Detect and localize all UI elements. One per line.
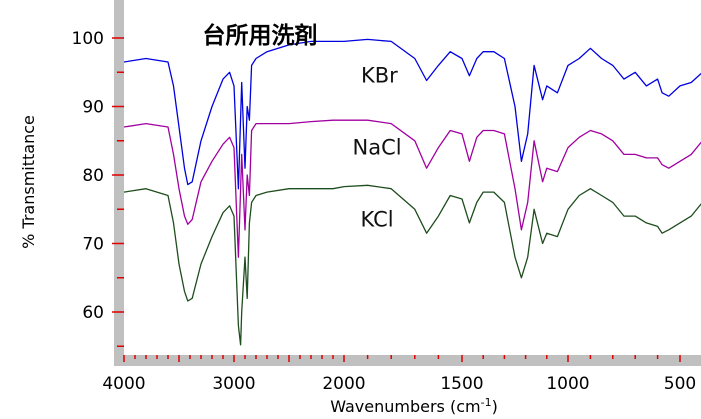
x-axis-title: Wavenumbers (cm-1) [330,396,498,416]
x-axis-title-superscript: -1 [481,396,492,409]
chart-title: 台所用洗剤 [203,22,318,49]
series-line-kbr [123,38,701,190]
y-tick-label: 100 [72,29,104,49]
series-line-kcl [123,184,701,346]
series-line-nacl [123,119,701,258]
series-label-layer: KBr NaCl KCl [353,64,402,232]
y-tick-label: 80 [82,166,104,186]
series-label-nacl: NaCl [353,135,402,159]
series-layer [123,38,701,346]
x-tick-label: 1500 [440,374,483,394]
x-tick-label: 1000 [546,374,589,394]
y-axis-title: % Transmittance [19,115,38,249]
series-label-kcl: KCl [360,207,393,231]
x-tick-label: 500 [664,374,696,394]
y-axis-bar [114,0,124,358]
x-tick-label: 2000 [322,374,365,394]
series-label-kbr: KBr [361,64,398,88]
x-axis-title-suffix: ) [492,397,498,416]
y-tick-label: 70 [82,235,104,255]
x-axis-title-main: Wavenumbers (cm [330,397,480,416]
x-tick-label: 3000 [212,374,255,394]
y-tick-label: 90 [82,98,104,118]
y-tick-label: 60 [82,303,104,323]
x-axis-bar [114,355,701,366]
x-tick-label: 4000 [102,374,145,394]
y-ticks: 60 70 80 90 100 [72,29,124,347]
x-ticks: 4000 3000 2000 1500 1000 500 [102,355,696,394]
